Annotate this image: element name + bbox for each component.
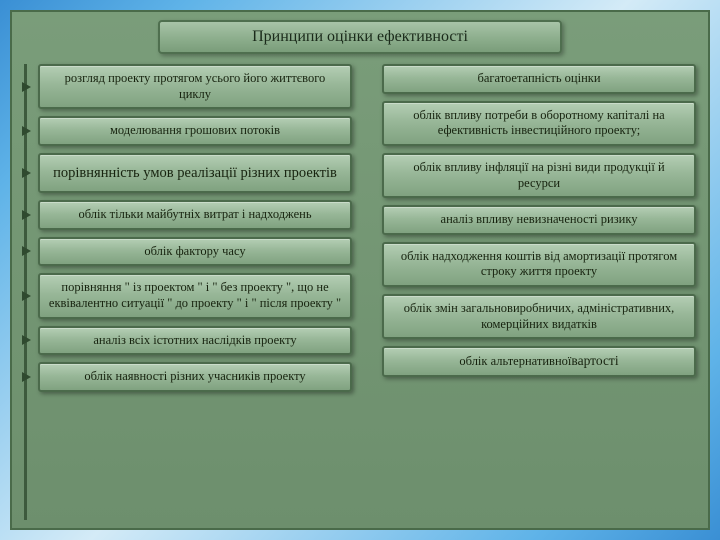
diagram-title: Принципи оцінки ефективності [158, 20, 561, 54]
right-node: облік надходження коштів від амортизації… [382, 242, 696, 287]
right-node: облік альтернативної вартості [382, 346, 696, 377]
left-node: облік тільки майбутніх витрат і надходже… [38, 200, 352, 230]
right-column: багатоетапність оцінки облік впливу потре… [382, 64, 696, 520]
left-node: аналіз всіх істотних наслідків проекту [38, 326, 352, 356]
right-node: облік впливу інфляції на різні види прод… [382, 153, 696, 198]
right-node: аналіз впливу невизначеності ризику [382, 205, 696, 235]
diagram-canvas: Принципи оцінки ефективності розгляд про… [10, 10, 710, 530]
left-node: моделювання грошових потоків [38, 116, 352, 146]
left-node: порівняння " із проектом " і " без проек… [38, 273, 352, 318]
left-column: розгляд проекту протягом усього його жит… [24, 64, 352, 520]
left-node: облік наявності різних учасників проекту [38, 362, 352, 392]
left-node: порівнянність умов реалізації різних про… [38, 153, 352, 193]
right-node: облік впливу потреби в оборотному капіта… [382, 101, 696, 146]
left-node: облік фактору часу [38, 237, 352, 267]
right-node: облік змін загальновиробничих, адміністр… [382, 294, 696, 339]
left-node: розгляд проекту протягом усього його жит… [38, 64, 352, 109]
columns: розгляд проекту протягом усього його жит… [24, 64, 696, 520]
right-node: багатоетапність оцінки [382, 64, 696, 94]
